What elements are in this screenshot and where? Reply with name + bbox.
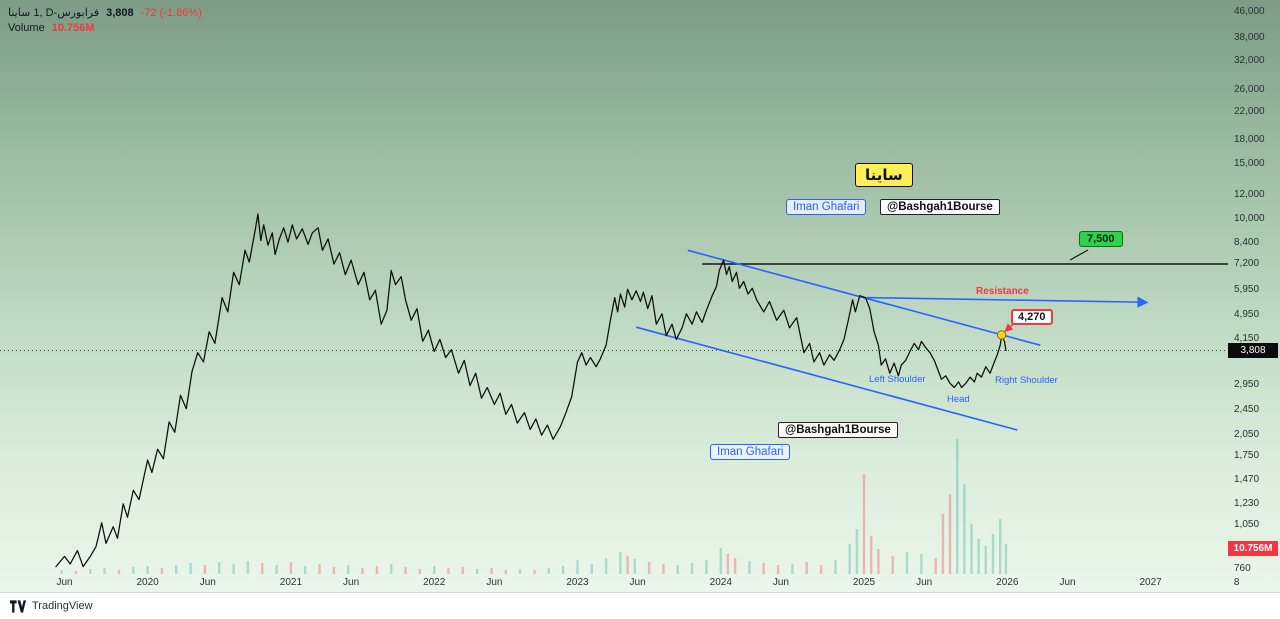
y-axis-label: 12,000 bbox=[1234, 188, 1265, 200]
x-axis-label: Jun bbox=[486, 577, 503, 588]
y-axis-label: 1,470 bbox=[1234, 473, 1260, 485]
author-label[interactable]: Iman Ghafari bbox=[710, 444, 791, 460]
breakout-price-label[interactable]: 4,270 bbox=[1011, 309, 1053, 325]
symbol-title[interactable]: ساينا‎ 1, D‎-فرابورس bbox=[8, 7, 100, 19]
x-axis-label: Jun bbox=[199, 577, 216, 588]
resistance-arrow-line[interactable] bbox=[866, 296, 1149, 308]
volume-indicator-label[interactable]: Volume bbox=[8, 21, 45, 34]
y-axis-label: 46,000 bbox=[1234, 6, 1265, 18]
x-axis-label: Jun bbox=[56, 577, 73, 588]
y-axis-label: 760 bbox=[1234, 563, 1251, 575]
price-axis[interactable]: 46,000 38,000 32,000 26,000 22,000 18,000 15,0… bbox=[1230, 0, 1280, 592]
symbol-legend[interactable]: ساينا‎ 1, D‎-فرابورس 3,808 -72 (-1.86%) … bbox=[8, 5, 202, 35]
x-axis-label: 8 bbox=[1233, 577, 1240, 588]
current-price-badge: 3,808 bbox=[1228, 342, 1278, 358]
y-axis-label: 2,950 bbox=[1234, 379, 1260, 391]
channel-label[interactable]: @Bashgah1Bourse bbox=[778, 422, 898, 438]
y-axis-label: 2,450 bbox=[1234, 404, 1260, 416]
y-axis-label: 1,050 bbox=[1234, 519, 1260, 531]
volume-bars bbox=[60, 439, 1008, 574]
symbol-watermark-label[interactable]: ساينا bbox=[855, 163, 913, 187]
y-axis-label: 8,400 bbox=[1234, 237, 1260, 248]
x-axis-label: 2020 bbox=[136, 577, 159, 588]
left-shoulder-label[interactable]: Left Shoulder bbox=[869, 374, 926, 385]
footer-bar: TradingView bbox=[0, 592, 1280, 619]
head-label[interactable]: Head bbox=[947, 394, 970, 405]
y-axis-label: 1,230 bbox=[1234, 497, 1260, 509]
y-axis-label: 10,000 bbox=[1234, 213, 1265, 225]
y-axis-label: 4,150 bbox=[1234, 332, 1260, 344]
price-chart-canvas[interactable] bbox=[0, 0, 1228, 592]
y-axis-label: 7,200 bbox=[1234, 258, 1260, 269]
y-axis-label: 15,000 bbox=[1234, 158, 1265, 170]
y-axis-label: 32,000 bbox=[1234, 55, 1265, 67]
y-axis-label: 18,000 bbox=[1234, 133, 1265, 145]
x-axis-label: Jun bbox=[629, 577, 646, 588]
resistance-text-label[interactable]: Resistance bbox=[976, 286, 1029, 297]
price-line[interactable] bbox=[55, 213, 1007, 568]
target-price-label[interactable]: 7,500 bbox=[1079, 231, 1123, 247]
y-axis-label: 22,000 bbox=[1234, 106, 1265, 118]
y-axis-label: 38,000 bbox=[1234, 32, 1265, 44]
x-axis-label: 2023 bbox=[566, 577, 589, 588]
last-price: 3,808 bbox=[106, 6, 134, 19]
time-axis[interactable]: Jun 2020 Jun 2021 Jun 2022 Jun 2023 Jun 2024 Jun 20… bbox=[0, 577, 1280, 592]
x-axis-label: Jun bbox=[772, 577, 789, 588]
volume-value: 10.756M bbox=[51, 21, 95, 34]
tradingview-logo-icon[interactable] bbox=[10, 599, 26, 613]
y-axis-label: 4,950 bbox=[1234, 308, 1260, 320]
chart-pane[interactable]: ساينا‎ 1, D‎-فرابورس 3,808 -72 (-1.86%) … bbox=[0, 0, 1280, 592]
volume-badge: 10.756M bbox=[1228, 541, 1278, 556]
price-change: -72 (-1.86%) bbox=[140, 6, 202, 19]
target-label-pointer bbox=[1069, 249, 1089, 261]
x-axis-label: Jun bbox=[343, 577, 360, 588]
right-shoulder-label[interactable]: Right Shoulder bbox=[995, 375, 1058, 386]
author-label[interactable]: Iman Ghafari bbox=[786, 199, 867, 215]
x-axis-label: Jun bbox=[916, 577, 933, 588]
breakout-marker[interactable] bbox=[996, 330, 1007, 340]
y-axis-label: 2,050 bbox=[1234, 428, 1260, 440]
y-axis-label: 1,750 bbox=[1234, 450, 1260, 461]
x-axis-label: 2021 bbox=[279, 577, 303, 588]
tradingview-brand[interactable]: TradingView bbox=[32, 600, 93, 612]
x-axis-label: Jun bbox=[1059, 577, 1076, 588]
channel-lower-trendline[interactable] bbox=[635, 326, 1018, 431]
x-axis-label: 2025 bbox=[852, 577, 876, 588]
x-axis-label: 2026 bbox=[996, 577, 1019, 588]
x-axis-label: 2022 bbox=[423, 577, 446, 588]
x-axis-label: 2024 bbox=[709, 577, 732, 588]
y-axis-label: 26,000 bbox=[1234, 83, 1265, 95]
y-axis-label: 5,950 bbox=[1234, 283, 1260, 295]
x-axis-label: 2027 bbox=[1139, 577, 1162, 588]
channel-label[interactable]: @Bashgah1Bourse bbox=[880, 199, 1000, 215]
